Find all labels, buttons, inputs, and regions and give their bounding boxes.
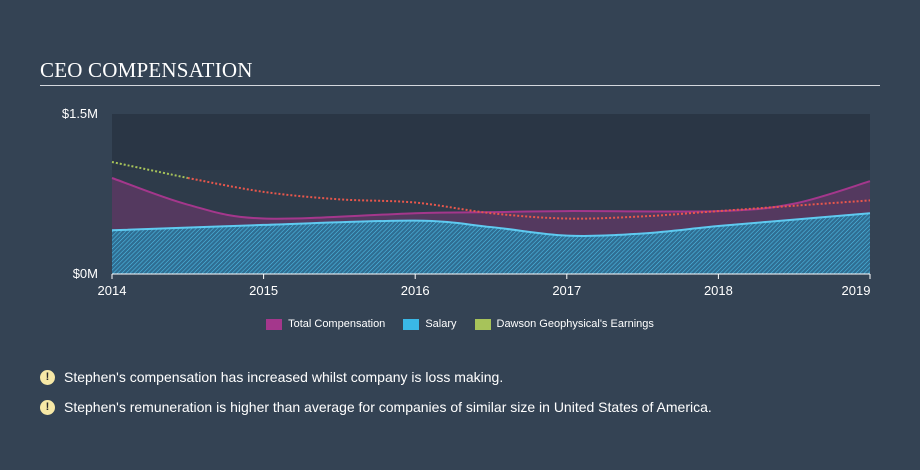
legend-swatch-salary — [403, 318, 420, 330]
y-tick-label: $0M — [73, 266, 98, 281]
plot-band-upper — [112, 114, 870, 170]
legend-label-earnings: Dawson Geophysical's Earnings — [496, 318, 654, 330]
y-tick-label: $1.5M — [62, 106, 98, 121]
legend-item-earnings: Dawson Geophysical's Earnings — [474, 318, 654, 330]
warning-icon: ! — [40, 399, 55, 415]
legend-label-total-compensation: Total Compensation — [288, 318, 386, 330]
title-divider — [40, 85, 880, 86]
legend-label-salary: Salary — [425, 318, 457, 330]
insight-list: ! Stephen's compensation has increased w… — [40, 368, 712, 428]
x-tick-label: 2016 — [401, 283, 430, 298]
salary-line — [111, 212, 871, 237]
x-tick-label: 2017 — [552, 283, 581, 298]
chart-legend: Total Compensation Salary Dawson Geophys… — [0, 318, 920, 330]
insight-item: ! Stephen's remuneration is higher than … — [40, 398, 712, 416]
salary-area — [112, 213, 870, 274]
x-tick-label: 2015 — [249, 283, 278, 298]
insight-text: Stephen's compensation has increased whi… — [64, 369, 504, 385]
x-tick-label: 2014 — [98, 283, 127, 298]
x-tick-label: 2018 — [704, 283, 733, 298]
warning-icon: ! — [40, 369, 55, 385]
earnings-line-positive — [111, 161, 189, 179]
legend-item-salary: Salary — [403, 318, 457, 330]
insight-item: ! Stephen's compensation has increased w… — [40, 368, 712, 386]
insight-text: Stephen's remuneration is higher than av… — [64, 399, 712, 415]
legend-swatch-total-compensation — [266, 318, 283, 330]
chart-title: CEO COMPENSATION — [40, 58, 253, 82]
total-compensation-line — [111, 177, 871, 220]
x-tick-label: 2019 — [842, 283, 871, 298]
legend-swatch-earnings — [474, 318, 491, 330]
legend-item-total-compensation: Total Compensation — [266, 318, 385, 330]
